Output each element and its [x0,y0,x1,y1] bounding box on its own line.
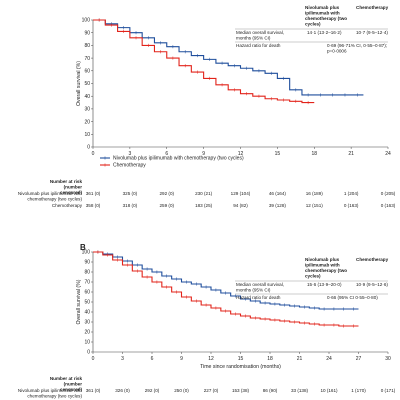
at-risk-value: 153 (38) [232,388,250,393]
y-tick-label: 60 [84,290,90,296]
at-risk-value: 129 (104) [231,191,251,196]
x-tick-label: 21 [297,356,303,362]
at-risk-value: 46 (164) [269,191,287,196]
x-tick-label: 12 [238,151,244,157]
at-risk-row-label: Nivolumab plus ipilimumab with chemothera… [18,388,83,399]
at-risk-value: 94 (82) [233,203,248,208]
x-tick-label: 9 [202,151,205,157]
at-risk-row-label: Chemotherapy [52,203,83,208]
x-tick-label: 9 [180,356,183,362]
y-tick-label: 0 [87,145,90,151]
x-tick-label: 24 [326,356,332,362]
y-tick-label: 80 [84,270,90,276]
y-tick-label: 90 [84,30,90,36]
y-tick-label: 0 [87,350,90,356]
x-tick-label: 24 [385,151,391,157]
at-risk-header: Number at risk (number censored) [50,376,83,392]
table-cell: 0·69 (96·71% CI, 0·55–0·87); p=0·0006 [327,43,387,54]
table-row-label: Median overall survival, months (95% CI) [236,282,284,293]
y-tick-label: 70 [84,280,90,286]
at-risk-value: 259 (0) [159,203,174,208]
x-tick-label: 30 [385,356,391,362]
table-cell: 0·66 (95% CI 0·55–0·80) [327,295,378,300]
table-header-chemotherapy: Chemotherapy [356,5,389,10]
y-tick-label: 40 [84,310,90,316]
at-risk-value: 361 (0) [86,191,101,196]
table-cell: 14·1 (13·2–16·2) [307,30,342,35]
y-tick-label: 100 [82,250,91,256]
x-tick-label: 0 [92,356,95,362]
series-line-1 [93,19,315,104]
table-cell: 15·6 (13·9–20·0) [307,282,342,287]
y-axis-label: Overall survival (%) [76,279,82,324]
panel-label: B [80,243,86,252]
at-risk-value: 1 (204) [344,191,359,196]
table-row-label: Hazard ratio for death [236,295,281,300]
y-axis-label: Overall survival (%) [76,61,82,106]
y-tick-label: 30 [84,107,90,113]
at-risk-value: 326 (0) [115,388,130,393]
at-risk-value: 183 (25) [195,203,213,208]
table-header-chemotherapy: Chemotherapy [356,257,389,262]
at-risk-header: Number at risk (number censored) [50,179,83,195]
at-risk-value: 0 (205) [381,191,396,196]
at-risk-value: 1 (170) [351,388,366,393]
x-tick-label: 15 [275,151,281,157]
x-axis-label: Time since randomisation (months) [200,364,281,370]
x-tick-label: 0 [92,151,95,157]
y-tick-label: 40 [84,94,90,100]
at-risk-value: 39 (128) [269,203,287,208]
y-tick-label: 30 [84,320,90,326]
y-tick-label: 20 [84,119,90,125]
at-risk-value: 12 (151) [306,203,324,208]
at-risk-value: 318 (0) [123,203,138,208]
at-risk-value: 10 (161) [320,388,338,393]
table-row-label: Hazard ratio for death [236,43,281,48]
at-risk-value: 86 (90) [263,388,278,393]
legend-entry: Nivolumab plus ipilimumab with chemother… [113,156,244,162]
at-risk-value: 292 (0) [145,388,160,393]
x-tick-label: 15 [238,356,244,362]
table-header-treatment: Nivolumab plus ipilimumab with chemotherap… [305,257,347,279]
y-tick-label: 90 [84,260,90,266]
y-tick-label: 10 [84,132,90,138]
x-tick-label: 18 [311,151,317,157]
at-risk-value: 33 (138) [291,388,309,393]
at-risk-value: 361 (0) [86,388,101,393]
x-tick-label: 6 [151,356,154,362]
at-risk-value: 358 (0) [86,203,101,208]
table-cell: 10·7 (9·5–12·4) [356,30,388,35]
at-risk-value: 0 (171) [381,388,396,393]
at-risk-value: 230 (21) [195,191,213,196]
x-tick-label: 3 [121,356,124,362]
y-tick-label: 70 [84,56,90,62]
series-line-0 [93,251,359,310]
legend-entry: Chemotherapy [113,163,146,169]
y-tick-label: 50 [84,300,90,306]
x-tick-label: 6 [165,151,168,157]
table-row-label: Median overall survival, months (95% CI) [236,30,284,41]
table-header-treatment: Nivolumab plus ipilimumab with chemotherap… [305,5,347,27]
y-tick-label: 60 [84,69,90,75]
table-cell: 10·9 (9·5–12·6) [356,282,388,287]
x-tick-label: 21 [348,151,354,157]
y-tick-label: 80 [84,43,90,49]
at-risk-value: 227 (0) [204,388,219,393]
y-tick-label: 20 [84,330,90,336]
x-tick-label: 3 [128,151,131,157]
at-risk-value: 0 (163) [344,203,359,208]
y-tick-label: 100 [82,18,91,24]
x-tick-label: 12 [208,356,214,362]
at-risk-value: 325 (0) [123,191,138,196]
at-risk-value: 292 (0) [159,191,174,196]
y-tick-label: 50 [84,81,90,87]
at-risk-row-label: Nivolumab plus ipilimumab with chemothera… [18,191,83,202]
x-tick-label: 18 [267,356,273,362]
at-risk-value: 0 (163) [381,203,396,208]
y-tick-label: 10 [84,340,90,346]
at-risk-value: 250 (0) [174,388,189,393]
x-tick-label: 27 [356,356,362,362]
at-risk-value: 16 (189) [306,191,324,196]
